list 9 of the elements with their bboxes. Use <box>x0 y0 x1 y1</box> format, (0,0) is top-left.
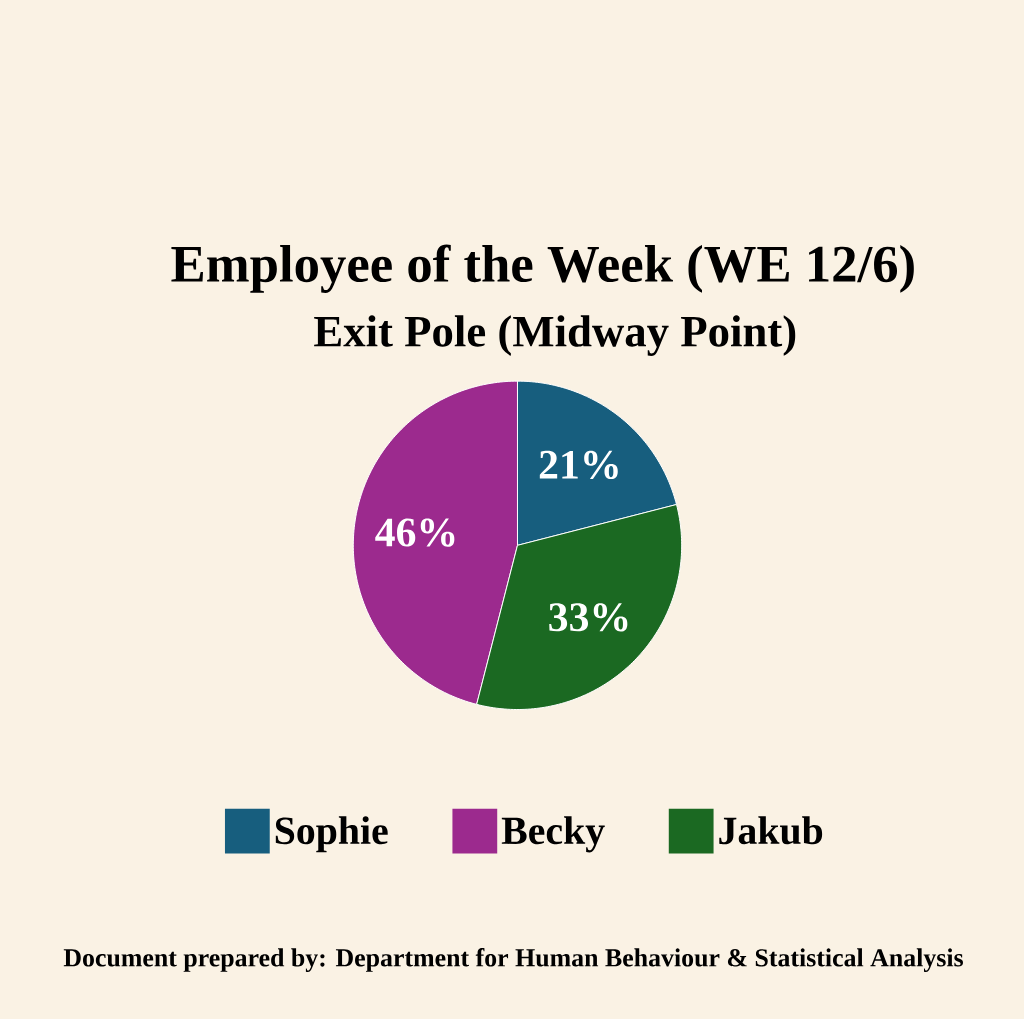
data-label: 33% <box>549 603 628 632</box>
data-label: 46% <box>375 518 455 547</box>
chart-subtitle: Exit Pole (Midway Point) <box>314 315 796 356</box>
chart-title: Employee of the Week (WE 12/6) <box>171 244 914 293</box>
legend-label: Jakub <box>719 816 823 845</box>
data-label: 21% <box>539 450 618 480</box>
legend-label: Sophie <box>275 816 388 853</box>
legend-label: Becky <box>501 816 605 853</box>
text: Document prepared by: Department for Human Behaviour & Statistical Analysis <box>63 948 963 972</box>
